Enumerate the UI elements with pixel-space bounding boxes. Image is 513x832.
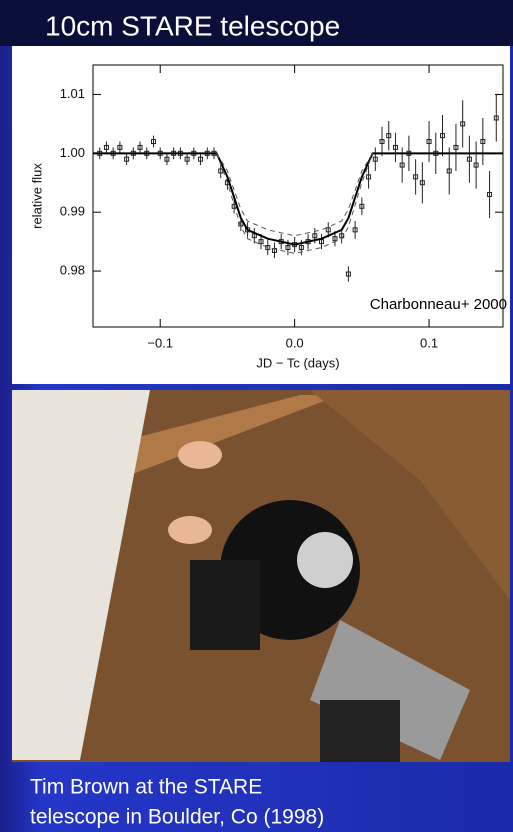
- envelope-line: [216, 153, 374, 254]
- data-point: [184, 156, 190, 162]
- y-tick-label: 1.00: [60, 145, 85, 160]
- data-point: [379, 139, 385, 145]
- data-point: [137, 144, 143, 150]
- data-point: [473, 162, 479, 168]
- y-tick-label: 1.01: [60, 86, 85, 101]
- x-axis-label: JD − Tc (days): [256, 355, 339, 370]
- data-point: [117, 144, 123, 150]
- data-point: [345, 271, 351, 277]
- annotation: Charbonneau+ 2000: [370, 296, 507, 313]
- x-tick-label: −0.1: [147, 335, 173, 350]
- data-point: [453, 144, 459, 150]
- data-point: [413, 174, 419, 180]
- data-point: [271, 247, 277, 253]
- data-point: [164, 156, 170, 162]
- y-tick-label: 0.98: [60, 263, 85, 278]
- data-point: [480, 139, 486, 145]
- envelope-line: [216, 153, 374, 237]
- photo: [12, 390, 510, 762]
- slide-title: 10cm STARE telescope: [45, 10, 340, 41]
- data-point: [332, 236, 338, 242]
- data-point: [103, 144, 109, 150]
- data-point: [198, 156, 204, 162]
- data-point: [399, 162, 405, 168]
- plot-frame: [92, 64, 504, 328]
- data-point: [392, 144, 398, 150]
- data-point: [298, 245, 304, 251]
- data-point: [419, 180, 425, 186]
- data-point: [466, 156, 472, 162]
- data-point: [150, 139, 156, 145]
- data-point: [487, 192, 493, 198]
- model-line: [93, 152, 503, 246]
- chart-panel: [12, 46, 510, 384]
- x-tick-label: 0.1: [420, 335, 438, 350]
- data-point: [372, 156, 378, 162]
- data-point: [359, 203, 365, 209]
- data-point: [460, 121, 466, 127]
- data-point: [265, 245, 271, 251]
- data-point: [386, 133, 392, 139]
- data-point: [440, 133, 446, 139]
- x-tick-label: 0.0: [286, 335, 304, 350]
- caption-line: Tim Brown at the STARE: [30, 776, 262, 799]
- data-point: [325, 227, 331, 233]
- data-point: [446, 168, 452, 174]
- y-axis-label: relative flux: [29, 163, 44, 229]
- data-point: [258, 239, 264, 245]
- data-point: [124, 156, 130, 162]
- data-point: [493, 115, 499, 121]
- data-point: [312, 233, 318, 239]
- data-point: [352, 227, 358, 233]
- caption-line: telescope in Boulder, Co (1998): [30, 806, 324, 829]
- y-tick-label: 0.99: [60, 204, 85, 219]
- data-point: [426, 139, 432, 145]
- title-bar: [0, 0, 513, 46]
- data-point: [285, 245, 291, 251]
- data-point: [366, 174, 372, 180]
